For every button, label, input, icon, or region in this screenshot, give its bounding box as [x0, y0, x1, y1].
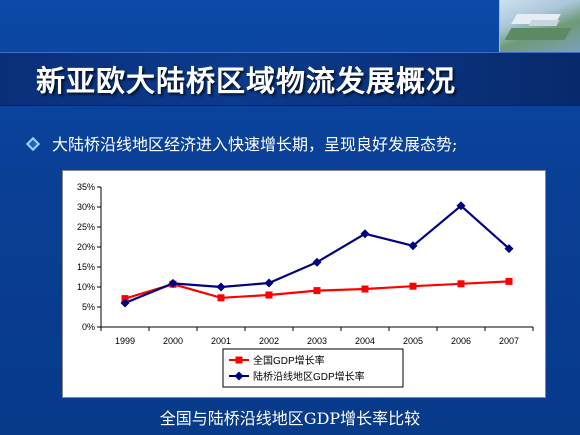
y-tick-label: 30%: [77, 202, 95, 212]
legend-marker-square: [235, 356, 243, 364]
data-point-square: [409, 282, 417, 290]
legend-label: 陆桥沿线地区GDP增长率: [253, 370, 365, 383]
data-point-diamond: [504, 244, 514, 254]
data-point-diamond: [312, 257, 322, 267]
slide-title: 新亚欧大陆桥区域物流发展概况: [36, 64, 457, 98]
x-tick-label: 2002: [259, 336, 279, 346]
data-point-square: [313, 287, 321, 295]
bullet-text: 大陆桥沿线地区经济进入快速增长期，呈现良好发展态势;: [52, 135, 458, 154]
y-tick-label: 35%: [77, 182, 95, 192]
x-tick-label: 2001: [211, 336, 231, 346]
x-tick-label: 2005: [403, 336, 423, 346]
chart-caption: 全国与陆桥沿线地区GDP增长率比较: [159, 409, 421, 428]
y-tick-label: 25%: [77, 222, 95, 232]
data-point-diamond: [216, 282, 226, 292]
chart-panel: 0% 5% 10% 15% 20% 25% 30% 35% 1999 2000 2001 2002 2…: [62, 170, 546, 398]
legend-box: [222, 348, 404, 388]
y-tick-label: 15%: [77, 262, 95, 272]
y-axis-ticks: 0% 5% 10% 15% 20% 25% 30% 35%: [77, 182, 101, 332]
x-tick-label: 2004: [355, 336, 375, 346]
chart-axes: [100, 187, 533, 328]
series-markers: [120, 201, 514, 308]
x-tick-label: 2003: [307, 336, 327, 346]
data-point-diamond: [120, 298, 130, 308]
data-point-square: [265, 291, 273, 299]
y-tick-label: 10%: [77, 282, 95, 292]
y-tick-label: 5%: [82, 302, 95, 312]
data-point-square: [457, 280, 465, 288]
data-point-square: [217, 294, 225, 302]
data-point-square: [361, 285, 369, 293]
x-tick-label: 2000: [163, 336, 183, 346]
bullet-diamond-icon: [25, 136, 41, 152]
legend-label: 全国GDP增长率: [253, 354, 325, 367]
y-tick-label: 0%: [82, 322, 95, 332]
title-band: [0, 52, 580, 106]
data-point-diamond: [456, 201, 466, 211]
x-tick-label: 1999: [115, 336, 135, 346]
corner-photo: [499, 0, 580, 52]
gdp-growth-line-chart: 0% 5% 10% 15% 20% 25% 30% 35% 1999 2000 2001 2002 2…: [77, 182, 534, 388]
x-axis-ticks: 1999 2000 2001 2002 2003 2004 2005 2006 2007: [100, 327, 534, 346]
y-tick-label: 20%: [77, 242, 95, 252]
data-point-diamond: [360, 229, 370, 239]
data-point-diamond: [408, 241, 418, 251]
x-tick-label: 2007: [499, 336, 519, 346]
data-point-square: [505, 277, 513, 285]
x-tick-label: 2006: [451, 336, 471, 346]
data-point-diamond: [264, 278, 274, 288]
legend-marker-diamond: [234, 371, 244, 381]
data-point-diamond: [168, 278, 178, 288]
